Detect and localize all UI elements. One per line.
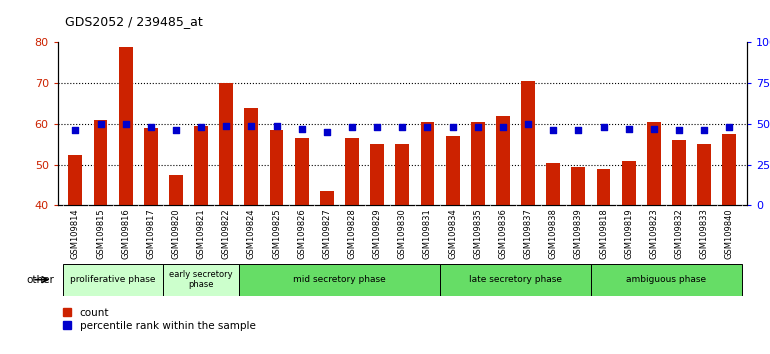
Point — [296, 126, 308, 132]
Bar — [94, 120, 108, 205]
Text: GSM109827: GSM109827 — [323, 208, 331, 259]
Bar — [496, 116, 510, 205]
Text: GSM109820: GSM109820 — [172, 208, 180, 259]
Bar — [144, 128, 158, 205]
Point — [69, 127, 82, 133]
Bar — [169, 175, 183, 205]
Text: GSM109815: GSM109815 — [96, 208, 105, 259]
Text: GSM109840: GSM109840 — [725, 208, 734, 259]
Point — [95, 121, 107, 127]
Point — [421, 124, 434, 130]
Text: GSM109834: GSM109834 — [448, 208, 457, 259]
Text: GSM109825: GSM109825 — [272, 208, 281, 259]
Bar — [722, 134, 736, 205]
Text: GSM109839: GSM109839 — [574, 208, 583, 259]
Bar — [471, 122, 484, 205]
Bar — [239, 264, 440, 296]
Bar — [647, 122, 661, 205]
Point — [371, 124, 383, 130]
Text: GSM109826: GSM109826 — [297, 208, 306, 259]
Bar — [591, 264, 742, 296]
Point — [648, 126, 660, 132]
Bar — [295, 138, 309, 205]
Text: GSM109830: GSM109830 — [398, 208, 407, 259]
Text: GSM109817: GSM109817 — [146, 208, 156, 259]
Text: GSM109835: GSM109835 — [474, 208, 482, 259]
Point — [622, 126, 634, 132]
Point — [397, 124, 409, 130]
Point — [698, 127, 710, 133]
Text: GSM109818: GSM109818 — [599, 208, 608, 259]
Point — [572, 127, 584, 133]
Text: ambiguous phase: ambiguous phase — [626, 275, 707, 284]
Bar — [219, 83, 233, 205]
Bar — [270, 130, 283, 205]
Point — [598, 124, 610, 130]
Text: mid secretory phase: mid secretory phase — [293, 275, 386, 284]
Bar — [370, 144, 384, 205]
Bar — [597, 169, 611, 205]
Legend: count, percentile rank within the sample: count, percentile rank within the sample — [63, 308, 256, 331]
Point — [321, 129, 333, 135]
Text: GSM109838: GSM109838 — [549, 208, 557, 259]
Bar — [521, 81, 535, 205]
Text: GSM109832: GSM109832 — [675, 208, 684, 259]
Bar — [440, 264, 591, 296]
Bar — [396, 144, 409, 205]
Bar — [672, 140, 686, 205]
Text: GSM109831: GSM109831 — [423, 208, 432, 259]
Text: GSM109823: GSM109823 — [649, 208, 658, 259]
Bar — [245, 108, 258, 205]
Bar — [697, 144, 711, 205]
Text: GSM109822: GSM109822 — [222, 208, 231, 259]
Text: GSM109828: GSM109828 — [347, 208, 357, 259]
Bar — [320, 191, 333, 205]
Bar — [163, 264, 239, 296]
Text: GSM109833: GSM109833 — [700, 208, 708, 259]
Point — [471, 124, 484, 130]
Text: GSM109836: GSM109836 — [498, 208, 507, 259]
Text: GSM109837: GSM109837 — [524, 208, 533, 259]
Point — [246, 123, 258, 129]
Text: proliferative phase: proliferative phase — [70, 275, 156, 284]
Bar — [69, 155, 82, 205]
Point — [673, 127, 685, 133]
Bar — [547, 162, 560, 205]
Point — [145, 124, 157, 130]
Point — [522, 121, 534, 127]
Point — [346, 124, 358, 130]
Text: GSM109821: GSM109821 — [196, 208, 206, 259]
Text: GSM109829: GSM109829 — [373, 208, 382, 259]
Text: early secretory
phase: early secretory phase — [169, 270, 233, 289]
Text: GSM109814: GSM109814 — [71, 208, 80, 259]
Point — [547, 127, 559, 133]
Bar — [194, 126, 208, 205]
Text: GDS2052 / 239485_at: GDS2052 / 239485_at — [65, 15, 203, 28]
Text: other: other — [26, 275, 54, 285]
Bar — [420, 122, 434, 205]
Point — [497, 124, 509, 130]
Bar — [446, 136, 460, 205]
Point — [170, 127, 182, 133]
Bar — [119, 47, 132, 205]
Bar — [621, 161, 635, 205]
Point — [195, 124, 207, 130]
Bar — [63, 264, 163, 296]
Text: late secretory phase: late secretory phase — [469, 275, 562, 284]
Point — [447, 124, 459, 130]
Point — [723, 124, 735, 130]
Text: GSM109816: GSM109816 — [121, 208, 130, 259]
Text: GSM109819: GSM109819 — [624, 208, 633, 259]
Text: GSM109824: GSM109824 — [247, 208, 256, 259]
Point — [220, 123, 233, 129]
Bar — [571, 167, 585, 205]
Bar — [345, 138, 359, 205]
Point — [270, 123, 283, 129]
Point — [119, 121, 132, 127]
